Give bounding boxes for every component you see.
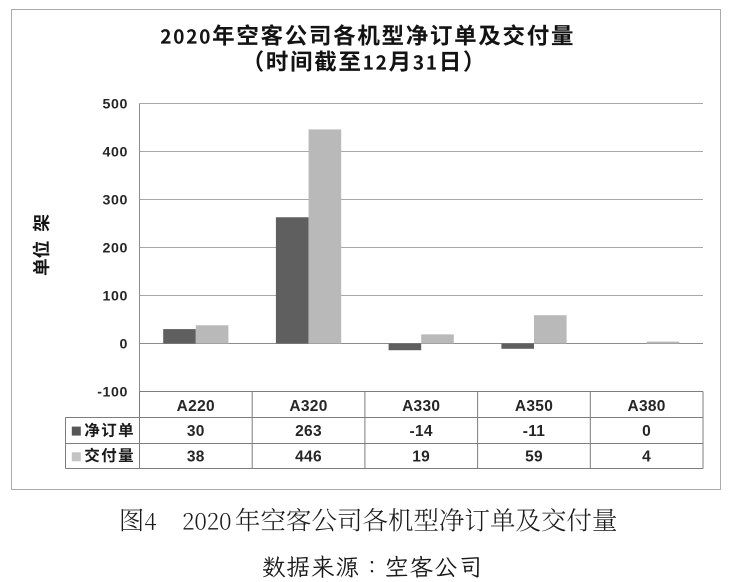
svg-text:-100: -100: [97, 384, 128, 400]
svg-text:100: 100: [103, 288, 128, 304]
svg-text:A350: A350: [515, 398, 553, 415]
svg-text:A320: A320: [289, 398, 327, 415]
svg-text:400: 400: [103, 144, 128, 160]
svg-text:A220: A220: [177, 398, 215, 415]
svg-text:4: 4: [642, 448, 651, 465]
svg-text:446: 446: [295, 448, 322, 465]
svg-text:300: 300: [103, 192, 128, 208]
svg-text:200: 200: [103, 240, 128, 256]
svg-text:19: 19: [412, 448, 430, 465]
svg-text:38: 38: [187, 448, 205, 465]
svg-text:59: 59: [525, 448, 543, 465]
svg-text:0: 0: [642, 423, 651, 440]
svg-text:263: 263: [295, 423, 322, 440]
svg-text:A330: A330: [402, 398, 440, 415]
svg-text:500: 500: [103, 96, 128, 112]
svg-text:-11: -11: [523, 423, 546, 440]
svg-text:A380: A380: [627, 398, 665, 415]
svg-text:30: 30: [187, 423, 205, 440]
svg-text:-14: -14: [410, 423, 433, 440]
svg-text:0: 0: [120, 336, 129, 352]
